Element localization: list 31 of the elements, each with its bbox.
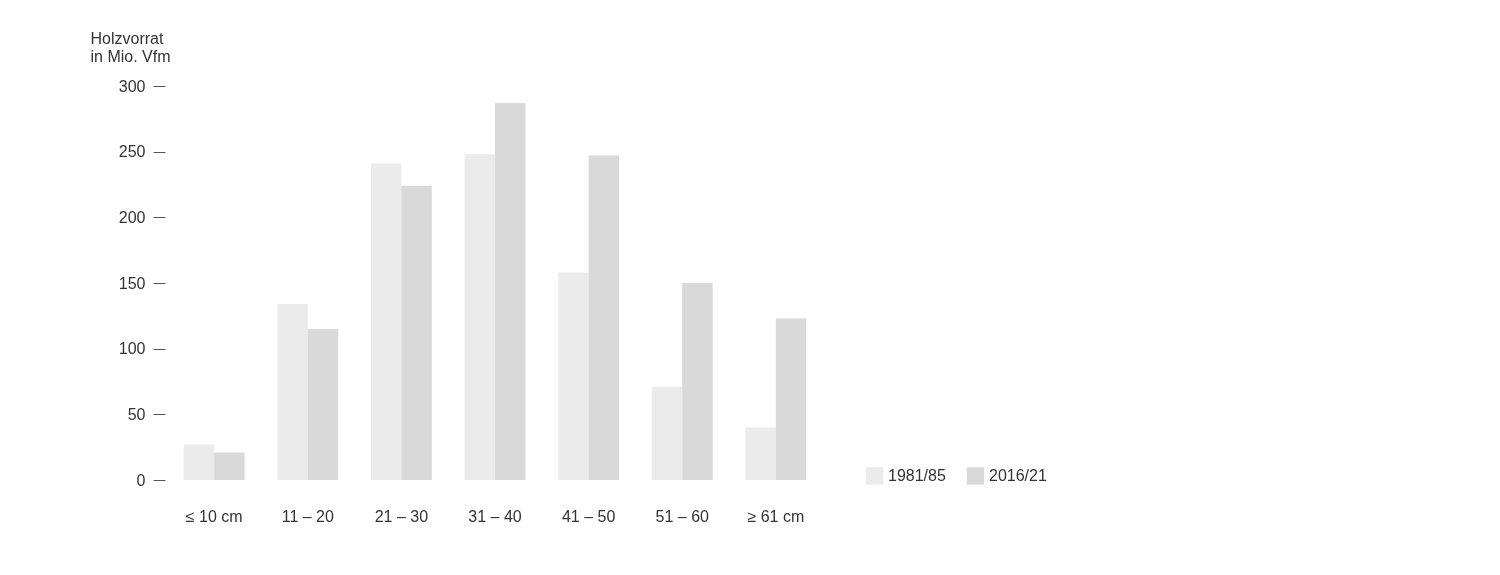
x-tick-label: 11 – 20: [281, 507, 334, 525]
bar: [682, 283, 713, 480]
bar: [588, 155, 620, 480]
bar: [370, 163, 402, 480]
x-tick-label: ≤ 10 cm: [185, 507, 243, 525]
bar: [214, 452, 245, 480]
x-tick-label: ≥ 61 cm: [747, 507, 805, 525]
y-tick-label: 50: [127, 405, 146, 423]
bar: [558, 272, 589, 480]
bar: [401, 185, 432, 480]
bar: [745, 427, 776, 480]
legend-label: 2016/21: [989, 466, 1047, 484]
x-tick-label: 31 – 40: [468, 507, 522, 525]
bar: [651, 386, 683, 480]
y-tick-label: 200: [118, 208, 146, 226]
bar: [775, 318, 807, 480]
x-tick-label: 21 – 30: [374, 507, 429, 525]
bar: [183, 444, 215, 480]
bar: [495, 103, 526, 480]
y-tick-label: 150: [118, 274, 146, 292]
bar: [464, 154, 495, 480]
y-tick-label: 250: [118, 143, 146, 161]
y-axis-title: Holzvorrat in Mio. Vfm: [90, 29, 171, 65]
bar: [277, 304, 308, 480]
y-tick-label: 300: [118, 77, 146, 95]
y-tick-label: 0: [136, 471, 146, 489]
bar: [307, 328, 339, 480]
x-tick-label: 51 – 60: [655, 507, 710, 525]
x-tick-label: 41 – 50: [561, 507, 616, 525]
legend-label: 1981/85: [888, 466, 946, 484]
y-tick-label: 100: [118, 340, 146, 358]
